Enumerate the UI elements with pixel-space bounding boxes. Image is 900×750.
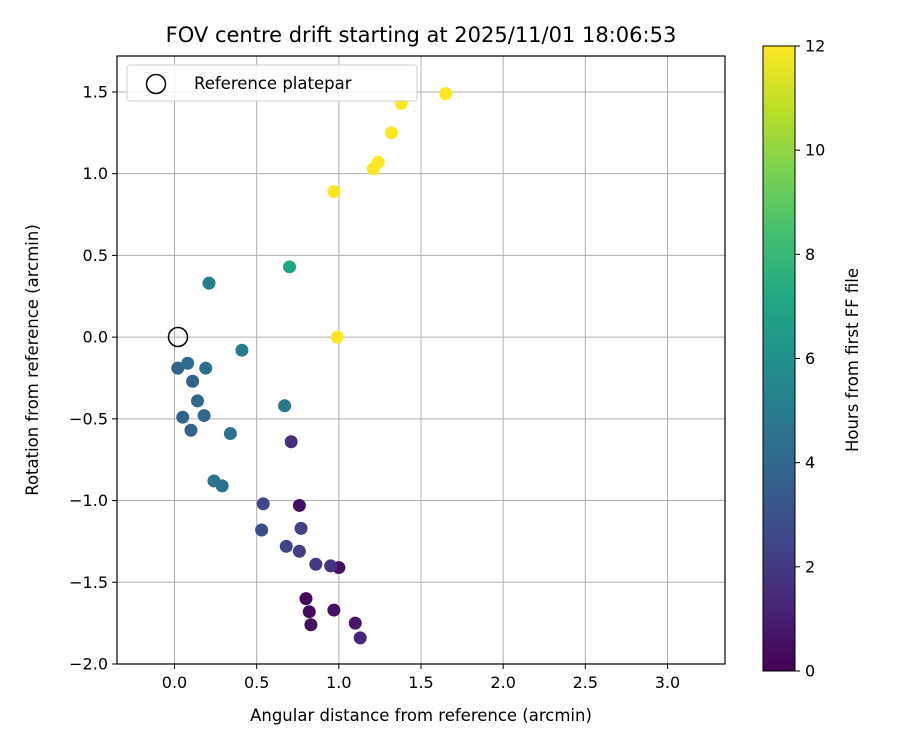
data-point — [384, 126, 398, 140]
colorbar-tick-label: 4 — [805, 453, 815, 472]
data-point — [324, 559, 338, 573]
data-point — [256, 497, 270, 511]
data-point — [292, 498, 306, 512]
colorbar-tick-label: 10 — [805, 141, 825, 160]
data-point — [223, 427, 237, 441]
y-tick-label: −1.5 — [69, 573, 108, 592]
chart-title: FOV centre drift starting at 2025/11/01 … — [166, 23, 677, 47]
colorbar-ticks: 0 2 4 6 8 10 12 — [795, 37, 825, 681]
data-point — [371, 155, 385, 169]
data-point — [304, 618, 318, 632]
x-tick-label: 0.5 — [244, 673, 269, 692]
y-tick-label: 1.0 — [83, 164, 108, 183]
data-points — [171, 87, 453, 645]
x-tick-label: 3.0 — [655, 673, 680, 692]
y-tick-label: −2.0 — [69, 655, 108, 674]
y-tick-label: 0.0 — [83, 328, 108, 347]
y-tick-label: −0.5 — [69, 409, 108, 428]
data-point — [309, 557, 323, 571]
data-point — [294, 521, 308, 535]
colorbar-tick-label: 12 — [805, 37, 825, 56]
colorbar-tick-label: 6 — [805, 349, 815, 368]
colorbar-tick-label: 2 — [805, 557, 815, 576]
x-tick-label: 1.5 — [408, 673, 433, 692]
y-tick-label: −1.0 — [69, 491, 108, 510]
data-point — [292, 544, 306, 558]
x-axis-label: Angular distance from reference (arcmin) — [250, 706, 592, 725]
data-point — [176, 410, 190, 424]
data-point — [191, 394, 205, 408]
data-point — [255, 523, 269, 537]
legend-marker — [145, 73, 167, 95]
data-point — [284, 435, 298, 449]
data-point — [207, 474, 221, 488]
data-point — [186, 374, 200, 388]
x-tick-label: 2.0 — [490, 673, 515, 692]
reference-platepar-marker — [167, 326, 189, 348]
data-point — [283, 260, 297, 274]
data-point — [279, 539, 293, 553]
colorbar-tick-label: 8 — [805, 245, 815, 264]
grid — [117, 56, 725, 665]
data-point — [299, 592, 313, 606]
y-axis-label: Rotation from reference (arcmin) — [23, 224, 42, 496]
colorbar-label: Hours from first FF file — [843, 268, 862, 452]
data-point — [197, 409, 211, 423]
colorbar: 0 2 4 6 8 10 12 Hours from first FF file — [762, 37, 862, 681]
colorbar-tick-label: 0 — [805, 662, 815, 681]
data-point — [235, 343, 249, 357]
data-point — [181, 356, 195, 370]
data-point — [302, 605, 316, 619]
x-tick-label: 0.0 — [162, 673, 187, 692]
data-point — [202, 276, 216, 290]
legend-box — [126, 64, 418, 102]
x-tick-label: 1.0 — [326, 673, 351, 692]
y-tick-label: 1.5 — [83, 82, 108, 101]
data-point — [330, 330, 344, 344]
data-point — [327, 185, 341, 199]
data-point — [199, 361, 213, 375]
y-axis-ticks: −2.0 −1.5 −1.0 −0.5 0.0 0.5 1.0 1.5 — [69, 82, 117, 674]
data-point — [184, 423, 198, 437]
data-point — [439, 87, 453, 101]
data-point — [327, 603, 341, 617]
data-point — [348, 616, 362, 630]
legend: Reference platepar — [126, 64, 418, 102]
data-point — [278, 399, 292, 413]
x-tick-label: 2.5 — [573, 673, 598, 692]
legend-label: Reference platepar — [194, 74, 352, 93]
data-point — [171, 361, 185, 375]
x-axis-ticks: 0.0 0.5 1.0 1.5 2.0 2.5 3.0 — [162, 664, 680, 692]
data-point — [353, 631, 367, 645]
colorbar-gradient — [762, 45, 796, 672]
y-tick-label: 0.5 — [83, 246, 108, 265]
